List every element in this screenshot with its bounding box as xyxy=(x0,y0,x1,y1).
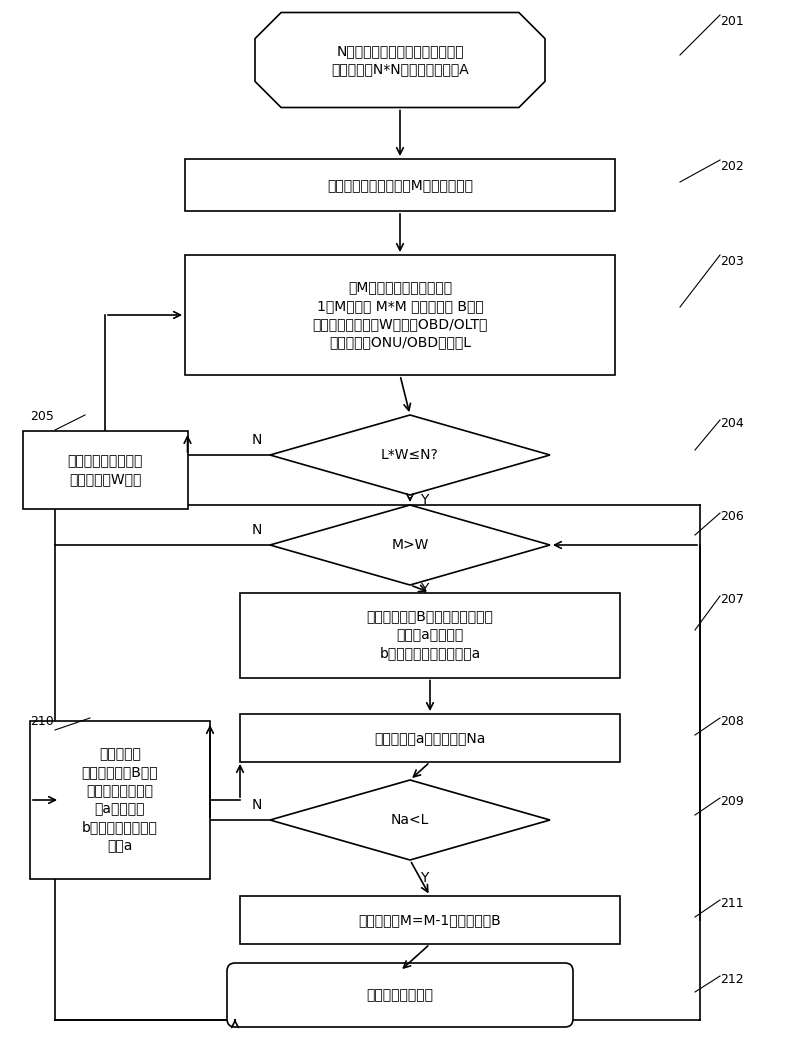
Text: 按照距离最近原则生成M个最小节点组: 按照距离最近原则生成M个最小节点组 xyxy=(327,177,473,192)
Text: 在全连接矩阵B中寻找距离最近的
节点组a、节点组
b，合并成为新的节点组a: 在全连接矩阵B中寻找距离最近的 节点组a、节点组 b，合并成为新的节点组a xyxy=(366,610,494,661)
Text: 将M个最小节点组编号为从
1到M，生成 M*M 全连接矩阵 B，需
要的节点组数目为W，一个OBD/OLT下
最多接入的ONU/OBD数目为L: 将M个最小节点组编号为从 1到M，生成 M*M 全连接矩阵 B，需 要的节点组数… xyxy=(312,281,488,350)
Text: 212: 212 xyxy=(720,973,744,986)
Bar xyxy=(240,593,620,678)
Bar xyxy=(185,255,615,375)
Text: 203: 203 xyxy=(720,255,744,268)
Text: N: N xyxy=(252,433,262,447)
Polygon shape xyxy=(270,416,550,495)
Text: 202: 202 xyxy=(720,160,744,173)
Text: 210: 210 xyxy=(30,715,54,728)
Text: 208: 208 xyxy=(720,715,744,728)
Bar xyxy=(240,896,620,944)
Text: 节点分组初步完成: 节点分组初步完成 xyxy=(366,988,434,1002)
Text: 重新规划所需节点组
数目，确定W取值: 重新规划所需节点组 数目，确定W取值 xyxy=(67,454,142,487)
Text: 204: 204 xyxy=(720,417,744,430)
Text: 207: 207 xyxy=(720,593,744,606)
Text: N个节点编号，计算节点间的逻辑
距离，生成N*N全连接距离矩阵A: N个节点编号，计算节点间的逻辑 距离，生成N*N全连接距离矩阵A xyxy=(331,44,469,76)
Bar xyxy=(30,721,210,879)
Text: 201: 201 xyxy=(720,15,744,28)
Bar xyxy=(240,714,620,762)
Bar xyxy=(185,159,615,211)
Polygon shape xyxy=(270,780,550,860)
Text: L*W≤N?: L*W≤N? xyxy=(381,448,439,462)
Bar xyxy=(22,431,187,509)
Text: Na<L: Na<L xyxy=(391,813,429,827)
Text: 合并成功，M=M-1，更新矩阵B: 合并成功，M=M-1，更新矩阵B xyxy=(358,914,502,927)
Text: 211: 211 xyxy=(720,897,744,910)
Text: 计算节点组a中节点数目Na: 计算节点组a中节点数目Na xyxy=(374,731,486,745)
Polygon shape xyxy=(270,505,550,585)
Text: Y: Y xyxy=(420,582,428,596)
Text: N: N xyxy=(252,523,262,537)
Text: M>W: M>W xyxy=(391,538,429,552)
Text: 206: 206 xyxy=(720,511,744,523)
Text: N: N xyxy=(252,798,262,812)
Polygon shape xyxy=(255,13,545,108)
Text: Y: Y xyxy=(420,871,428,885)
Text: 205: 205 xyxy=(30,410,54,423)
FancyBboxPatch shape xyxy=(227,963,573,1027)
Text: 209: 209 xyxy=(720,794,744,808)
Text: Y: Y xyxy=(420,493,428,507)
Text: 取消合并，
在全连接矩阵B中寻
找距离次近的节点
组a、节点组
b，合并成为新的节
点组a: 取消合并， 在全连接矩阵B中寻 找距离次近的节点 组a、节点组 b，合并成为新的… xyxy=(82,748,158,853)
